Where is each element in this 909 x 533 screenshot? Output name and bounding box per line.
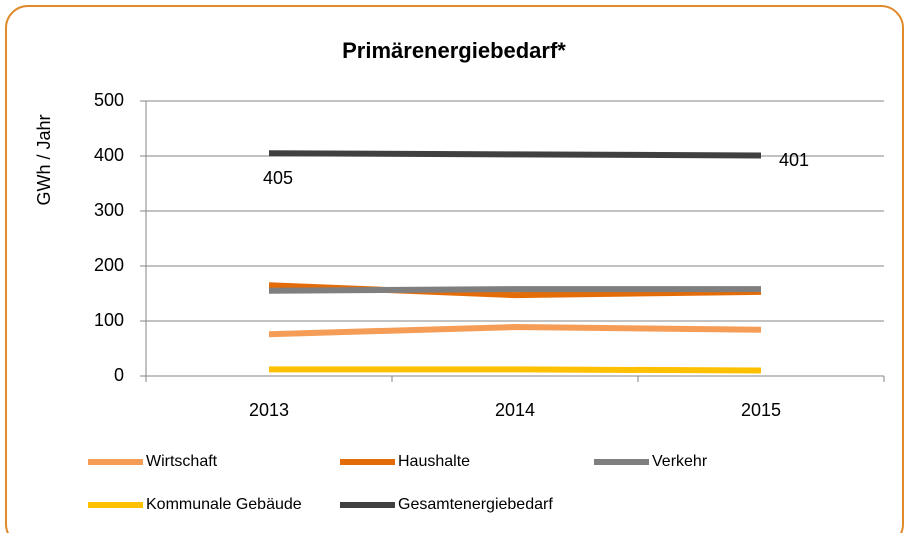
- x-tick-label: 2015: [741, 400, 781, 420]
- legend-label: Haushalte: [398, 453, 470, 470]
- y-tick-label: 0: [114, 365, 124, 385]
- y-tick-label: 100: [94, 310, 124, 330]
- legend-label: Kommunale Gebäude: [146, 496, 302, 513]
- x-tick-label: 2014: [495, 400, 535, 420]
- y-tick-label: 200: [94, 255, 124, 275]
- y-tick-label: 300: [94, 200, 124, 220]
- legend-label: Verkehr: [652, 453, 708, 470]
- legend-label: Wirtschaft: [146, 453, 218, 470]
- chart-title: Primärenergiebedarf*: [342, 38, 566, 63]
- y-tick-label: 400: [94, 145, 124, 165]
- series-line: [268, 286, 761, 294]
- y-axis-title: GWh / Jahr: [34, 114, 54, 205]
- data-label: 405: [263, 168, 293, 188]
- series-line: [269, 366, 762, 374]
- legend-label: Gesamtenergiebedarf: [398, 496, 553, 513]
- chart-frame: [5, 5, 904, 533]
- series-line: [268, 150, 762, 159]
- data-label: 401: [779, 150, 809, 170]
- y-tick-label: 500: [94, 90, 124, 110]
- series-line: [268, 324, 762, 338]
- x-tick-label: 2013: [249, 400, 289, 420]
